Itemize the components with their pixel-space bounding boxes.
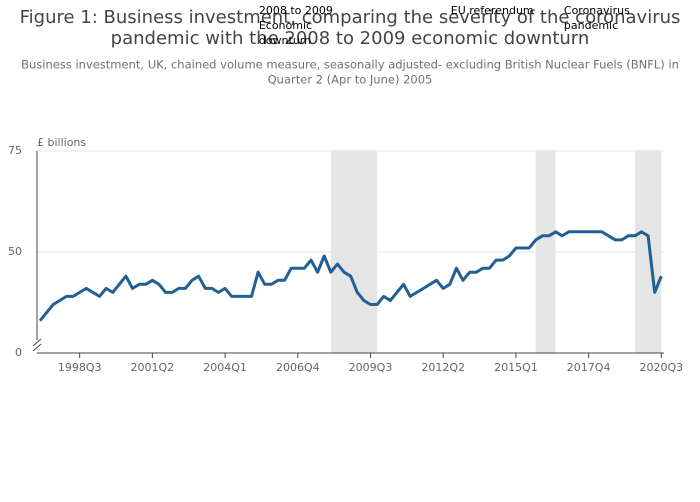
y-tick-label: 75: [8, 144, 22, 157]
x-tick-label: 2015Q1: [494, 361, 538, 374]
chart-title: pandemic with the 2008 to 2009 economic …: [111, 28, 590, 49]
y-axis-label: £ billions: [37, 136, 86, 149]
period-label: pandemic: [564, 19, 618, 32]
x-tick-label: 2004Q1: [203, 361, 247, 374]
period-label: Coronavirus: [564, 4, 630, 17]
period-label: Economic: [259, 19, 312, 32]
x-tick-label: 1998Q3: [58, 361, 102, 374]
x-tick-label: 2017Q4: [567, 361, 611, 374]
x-tick-label: 2001Q2: [131, 361, 175, 374]
period-label: EU referendum: [451, 4, 534, 17]
data-line: [38, 230, 663, 322]
period-label: downturn: [259, 34, 311, 47]
chart-subtitle: Quarter 2 (Apr to June) 2005: [268, 73, 433, 87]
x-tick-label: 2006Q4: [276, 361, 320, 374]
y-tick-label: 0: [15, 346, 22, 359]
x-tick-label: 2012Q2: [421, 361, 465, 374]
x-tick-label: 2009Q3: [349, 361, 393, 374]
chart-subtitle: Business investment, UK, chained volume …: [21, 58, 679, 72]
period-label: 2008 to 2009: [259, 4, 333, 17]
axis-break: [32, 338, 42, 352]
x-tick-label: 2020Q3: [640, 361, 684, 374]
chart-title: Figure 1: Business investment, comparing…: [20, 7, 681, 28]
y-tick-label: 50: [8, 245, 22, 258]
